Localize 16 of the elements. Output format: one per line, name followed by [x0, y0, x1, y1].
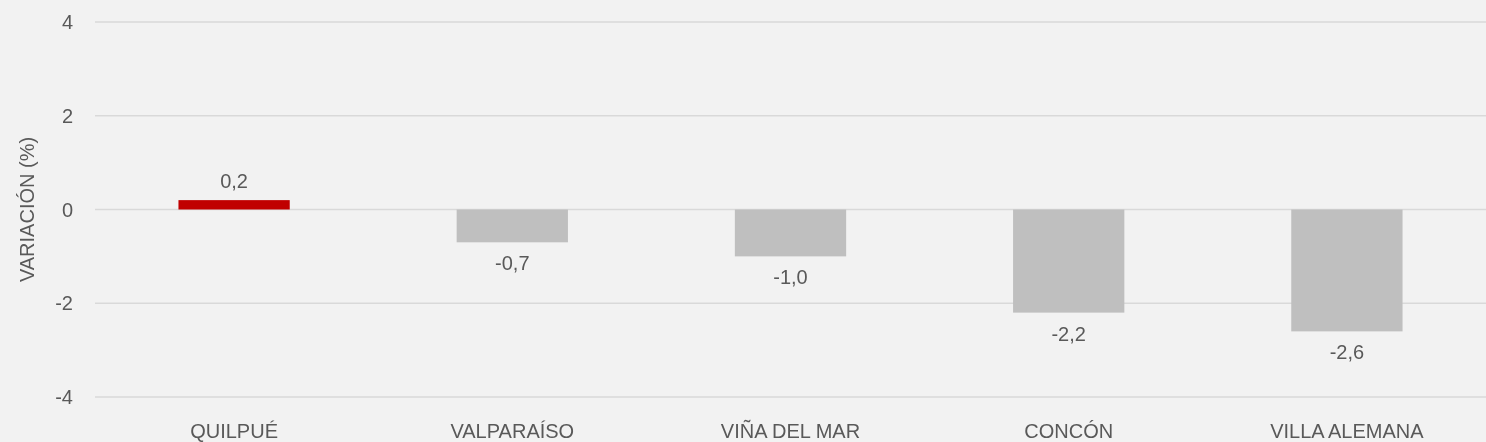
data-label: -0,7	[495, 252, 530, 275]
x-tick-label: QUILPUÉ	[190, 420, 279, 442]
x-tick-label: CONCÓN	[1024, 420, 1114, 442]
data-label: -1,0	[773, 266, 808, 289]
y-tick-label: 0	[61, 198, 73, 221]
y-tick-label: -4	[55, 386, 73, 408]
y-tick-label: -2	[55, 292, 73, 315]
y-axis-title: VARIACIÓN (%)	[16, 136, 38, 283]
x-tick-label: VILLA ALEMANA	[1270, 420, 1425, 442]
y-tick-label: 2	[61, 104, 73, 127]
data-label: -2,6	[1329, 341, 1365, 364]
data-label: -2,2	[1051, 322, 1086, 345]
x-tick-label: VIÑA DEL MAR	[720, 419, 861, 442]
y-tick-label: 4	[61, 11, 73, 33]
x-tick-label: VALPARAÍSO	[450, 420, 575, 442]
data-label: 0,2	[220, 170, 249, 193]
